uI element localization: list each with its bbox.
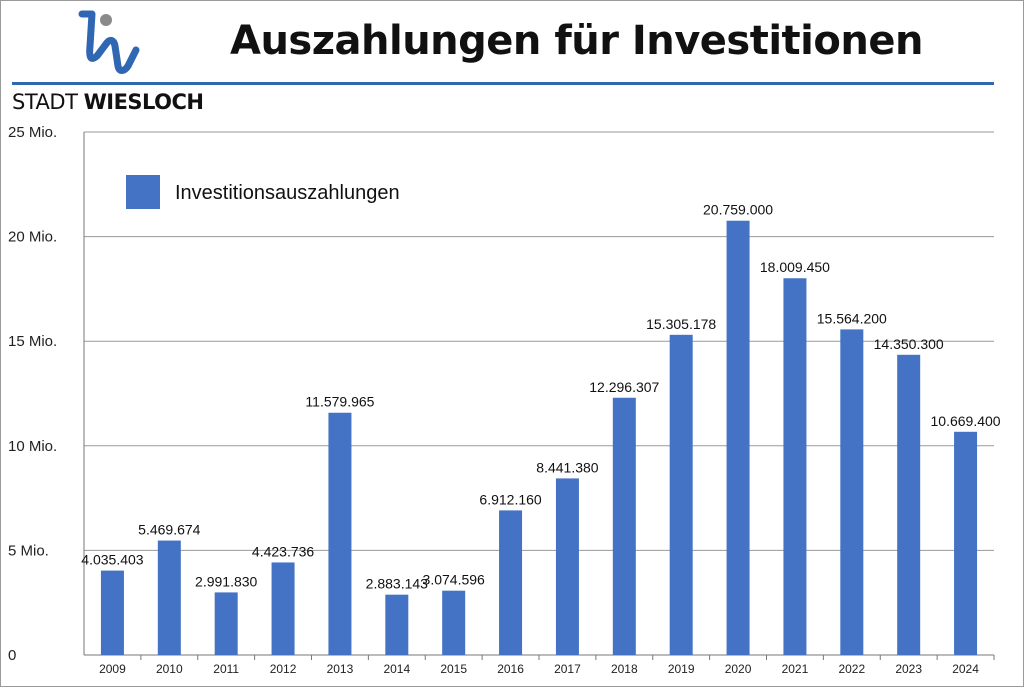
bar: [897, 354, 921, 655]
data-label: 4.035.403: [81, 552, 143, 568]
bar: [555, 478, 579, 655]
bar: [499, 510, 523, 655]
y-tick-label: 5 Mio.: [8, 542, 49, 559]
data-label: 18.009.450: [760, 259, 830, 275]
x-tick-label: 2017: [554, 662, 581, 676]
bar: [612, 397, 636, 655]
bar: [783, 278, 807, 655]
x-axis-ticks: 2009 2010 2011 2012 2013 2014 2015 2016 2017 2018…: [99, 655, 995, 676]
bar: [669, 334, 693, 655]
data-label: 3.074.596: [423, 572, 485, 588]
bar: [157, 540, 181, 655]
x-tick-label: 2010: [156, 662, 183, 676]
chart-title: Auszahlungen für Investitionen: [230, 18, 923, 64]
y-tick-label: 25 Mio.: [8, 124, 57, 141]
x-tick-label: 2023: [895, 662, 922, 676]
x-tick-label: 2015: [440, 662, 467, 676]
data-label: 12.296.307: [589, 379, 659, 395]
bar: [840, 329, 864, 655]
x-tick-label: 2018: [611, 662, 638, 676]
x-tick-label: 2020: [725, 662, 752, 676]
x-tick-label: 2012: [270, 662, 297, 676]
logo-blue-stroke: [78, 10, 140, 74]
x-tick-label: 2011: [213, 662, 239, 676]
brand-bold: WIESLOCH: [83, 90, 204, 114]
data-label: 20.759.000: [703, 202, 773, 218]
legend: Investitionsauszahlungen: [126, 175, 400, 209]
x-tick-label: 2013: [327, 662, 354, 676]
bar: [442, 590, 466, 655]
bar: [954, 431, 978, 655]
data-label: 10.669.400: [931, 413, 1001, 429]
y-tick-label: 10 Mio.: [8, 438, 57, 455]
stadt-wiesloch-logo: [78, 10, 140, 74]
x-tick-label: 2021: [782, 662, 809, 676]
y-axis-ticks: 0 5 Mio. 10 Mio. 15 Mio. 20 Mio. 25 Mio.: [8, 124, 57, 664]
data-label: 2.883.143: [366, 576, 428, 592]
y-tick-label: 0: [8, 647, 16, 664]
x-tick-label: 2019: [668, 662, 695, 676]
bars: [100, 220, 978, 655]
x-tick-label: 2024: [952, 662, 979, 676]
data-label: 15.564.200: [817, 310, 887, 326]
brand-light: STADT: [12, 90, 78, 114]
data-label: 15.305.178: [646, 316, 716, 332]
bar: [100, 570, 124, 655]
data-label: 6.912.160: [479, 491, 541, 507]
data-label: 8.441.380: [536, 459, 598, 475]
bar: [271, 562, 295, 655]
x-tick-label: 2009: [99, 662, 126, 676]
logo-grey-dot: [100, 14, 112, 26]
legend-swatch: [126, 175, 160, 209]
legend-label: Investitionsauszahlungen: [175, 182, 400, 204]
bar: [385, 594, 409, 655]
data-label: 11.579.965: [305, 394, 374, 410]
data-label: 5.469.674: [138, 522, 200, 538]
bar: [214, 592, 238, 655]
data-label: 2.991.830: [195, 573, 257, 589]
data-label: 4.423.736: [252, 543, 314, 559]
x-tick-label: 2014: [383, 662, 410, 676]
y-tick-label: 15 Mio.: [8, 333, 57, 350]
data-labels: 4.035.403 5.469.674 2.991.830 4.423.736 11.5…: [81, 202, 1001, 592]
header-rule: [12, 82, 994, 85]
x-tick-label: 2016: [497, 662, 524, 676]
bar: [726, 220, 750, 655]
data-label: 14.350.300: [874, 336, 944, 352]
brand-wordmark: STADT WIESLOCH: [12, 90, 204, 114]
x-tick-label: 2022: [838, 662, 865, 676]
bar: [328, 412, 352, 655]
y-tick-label: 20 Mio.: [8, 229, 57, 246]
